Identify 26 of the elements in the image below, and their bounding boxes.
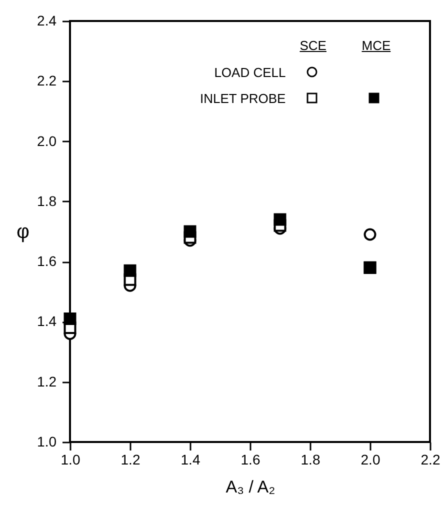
y-tick-label: 2.2 — [37, 72, 57, 89]
point — [364, 228, 376, 241]
y-tick-label: 2.0 — [37, 132, 57, 149]
y-tick-label: 1.4 — [37, 313, 57, 330]
x-tick-label: 1.0 — [60, 452, 80, 468]
y-tick-label: 1.6 — [37, 253, 57, 270]
point — [184, 225, 196, 238]
point — [64, 312, 76, 325]
x-tick-label: 2.2 — [420, 452, 440, 468]
x-axis-title: A₃ / A₂ — [226, 478, 276, 496]
annotation: MCE — [362, 38, 392, 55]
point — [274, 213, 286, 226]
point — [124, 264, 136, 277]
x-tick-label: 1.8 — [300, 452, 320, 468]
x-tick-label: 1.6 — [240, 452, 260, 468]
annotation: SCE — [300, 38, 328, 55]
y-tick-label: 1.0 — [37, 434, 57, 450]
y-tick-label: 1.2 — [37, 373, 57, 390]
y-tick-label: 2.4 — [37, 12, 57, 28]
y-tick-label: 1.8 — [37, 192, 57, 209]
legend-label: LOAD CELL — [213, 64, 287, 82]
y-axis-title: φ — [16, 221, 30, 243]
x-tick-label: 1.4 — [180, 452, 200, 468]
legend-label: INLET PROBE — [200, 90, 287, 108]
x-tick-label: 2.0 — [360, 452, 380, 468]
x-tick-label: 1.2 — [120, 452, 140, 468]
